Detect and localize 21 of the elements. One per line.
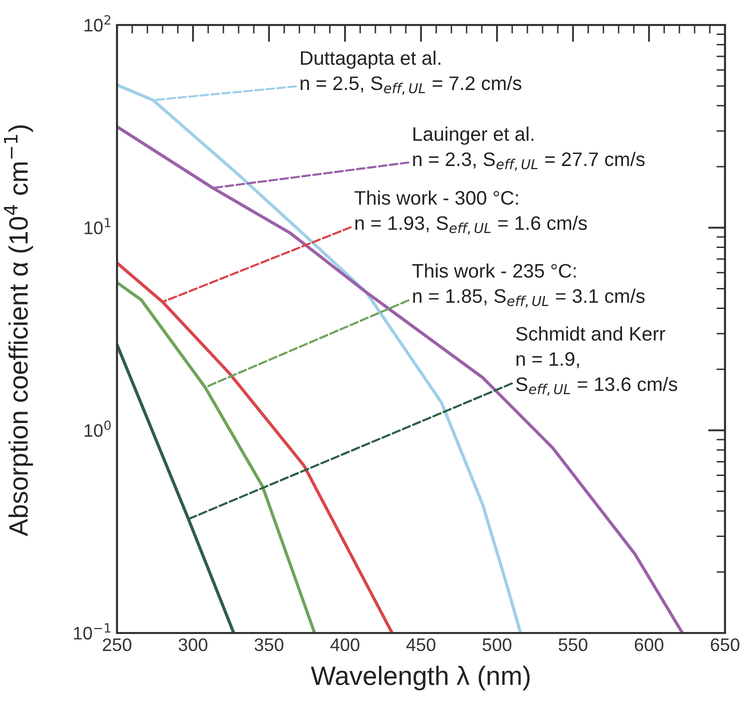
y-tick-label: 10$^{−1}$ — [74, 623, 110, 640]
y-tick-label: 10$^{0}$ — [84, 420, 111, 437]
x-tick-label: 350 — [254, 638, 284, 652]
annotation: This work - 235 °C: n = 1.85, S$_{eff,UL}$ = 3.1 cm/s — [412, 263, 645, 308]
annotation: Duttagapta et al. n = 2.5, S$_{eff,UL}$ = 7.2 cm/s — [300, 50, 522, 95]
x-tick-label: 550 — [558, 638, 588, 652]
x-tick-label: 600 — [634, 638, 664, 652]
line-series — [117, 125, 684, 633]
x-axis-title: Wavelength λ (nm) — [310, 666, 530, 690]
x-tick-label: 400 — [330, 638, 360, 652]
annotation: Schmidt and Kerr n = 1.9, S$_{eff,UL}$ = 13.6 cm/s — [516, 326, 678, 396]
x-tick-label: 450 — [406, 638, 436, 652]
x-tick-label: 300 — [178, 638, 208, 652]
x-tick-label: 500 — [482, 638, 512, 652]
x-tick-label: 650 — [710, 638, 740, 652]
annotation: Lauinger et al. n = 2.3, S$_{eff,UL}$ = 27.7 cm/s — [413, 126, 645, 171]
y-tick-label: 10$^{2}$ — [84, 15, 110, 32]
y-tick-label: 10$^{1}$ — [84, 218, 110, 234]
y-axis-title: Absorption coefficient α (10$^{4}$ cm$^{−1}$) — [4, 125, 34, 536]
annotation: This work - 300 °C: n = 1.93, S$_{eff,UL}$ = 1.6 cm/s — [354, 190, 587, 235]
x-tick-label: 250 — [102, 638, 132, 652]
